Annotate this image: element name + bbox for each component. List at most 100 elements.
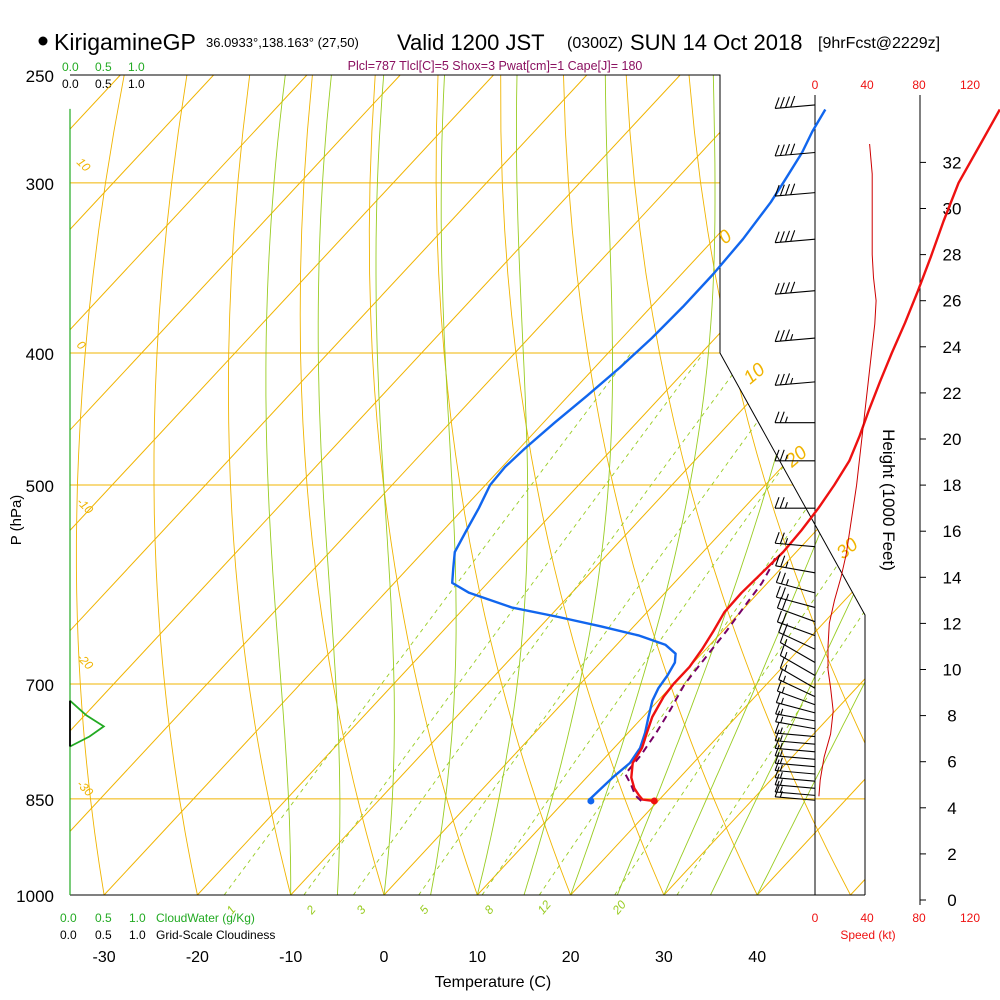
wind-barb-shaft: [777, 607, 816, 623]
wind-barb-flag: [774, 773, 780, 786]
moist-adiabat: [375, 75, 395, 895]
wind-barb-shaft: [775, 732, 816, 738]
wind-barb-flag: [774, 330, 780, 342]
wind-barb-shaft: [775, 762, 816, 768]
wind-barb-flag: [780, 587, 786, 599]
mixing-ratio-line: [418, 352, 808, 895]
speed-top-tick: 0: [812, 78, 819, 92]
mixing-ratio-line: [481, 352, 865, 895]
wind-barb-shaft: [775, 104, 816, 110]
wind-barb-half-flag: [779, 757, 783, 764]
wind-barb-half-flag: [784, 537, 789, 545]
wind-barb-flag: [774, 759, 780, 771]
pressure-tick-label: 250: [26, 67, 54, 86]
wind-barb-flag: [779, 184, 785, 196]
surface-dewpoint-point: [587, 797, 595, 805]
pressure-tick-label: 850: [26, 791, 54, 810]
wind-barb-shaft: [775, 542, 816, 548]
wind-barb-flag: [775, 571, 781, 583]
wind-barb-shaft: [778, 679, 816, 698]
height-tick-label: 2: [947, 845, 956, 864]
wind-barb-half-flag: [784, 664, 788, 672]
isotherm: [383, 75, 865, 895]
pressure-tick-label: 500: [26, 477, 54, 496]
wind-barb-flag: [774, 766, 780, 778]
wind-barb-shaft: [775, 337, 816, 343]
wind-barb-flag: [774, 785, 780, 797]
wind-barb-half-flag: [781, 686, 785, 694]
parcel-path-line: [624, 556, 777, 802]
wind-barb: [775, 571, 816, 594]
wind-barb: [774, 759, 816, 775]
valid-time: Valid 1200 JST: [397, 30, 545, 55]
wind-barb-shaft: [775, 747, 816, 753]
wind-barb: [774, 497, 815, 509]
wind-barb-flag: [774, 449, 780, 462]
wind-barb: [774, 773, 816, 789]
wind-barb-flag: [779, 644, 785, 656]
wind-barb-half-flag: [780, 697, 784, 705]
wind-barb-flag: [774, 282, 780, 295]
isotherm: [70, 75, 401, 895]
dry-adiabat: [563, 75, 758, 895]
wind-barb-flag: [780, 555, 786, 567]
wind-barb-flag: [774, 532, 780, 544]
wind-barb-half-flag: [779, 750, 783, 757]
height-tick-label: 24: [943, 338, 962, 357]
speed-bottom-tick: 80: [912, 911, 926, 925]
height-tick-label: 32: [943, 153, 962, 172]
mixing-ratio-label: 5: [417, 903, 432, 917]
wind-speed-line: [818, 143, 877, 797]
wind-barb-flag: [779, 373, 785, 386]
wind-barb-flag: [790, 183, 796, 195]
wind-barb-shaft: [775, 192, 816, 197]
wind-barb: [774, 729, 816, 745]
height-tick-label: 10: [943, 661, 962, 680]
wind-barb-shaft: [775, 777, 816, 782]
pressure-tick-label: 400: [26, 345, 54, 364]
wind-barb: [774, 744, 816, 760]
wind-barb-flag: [784, 373, 791, 385]
mixing-ratio-label: 3: [354, 903, 369, 917]
wind-barb-flag: [774, 780, 780, 793]
wind-barb-half-flag: [779, 791, 783, 798]
top-cover-tick: 0.5: [95, 77, 112, 91]
wind-barb: [774, 329, 816, 343]
stability-indices: Plcl=787 Tlcl[C]=5 Shox=3 Pwat[cm]=1 Cap…: [348, 59, 643, 73]
isotherm: [70, 75, 774, 895]
wind-barb: [774, 373, 816, 386]
dewpoint-line: [451, 108, 827, 802]
dry-adiabat: [227, 75, 292, 895]
wind-barb-shaft: [775, 796, 816, 801]
mixing-ratio-label: 20: [609, 897, 629, 917]
mixing-ratio-line: [614, 352, 865, 895]
wind-barb-half-flag: [784, 638, 788, 646]
dry-adiabat: [435, 75, 572, 895]
forecast-info: [9hrFcst@2229z]: [818, 35, 940, 52]
wind-barb-shaft: [778, 631, 816, 650]
wind-barb-shaft: [776, 702, 816, 714]
wind-barb-shaft: [780, 642, 816, 663]
surface-temperature-point: [650, 797, 658, 805]
wind-barb: [775, 554, 816, 574]
wind-barb-shaft: [775, 721, 816, 730]
wind-barb: [779, 657, 816, 689]
wind-barb-half-flag: [779, 742, 783, 749]
top-cloud-tick: 0.0: [62, 60, 79, 74]
pressure-tick-label: 1000: [16, 887, 54, 906]
isotherm: [70, 75, 308, 895]
wind-barb: [774, 532, 816, 548]
wind-barb: [775, 710, 816, 730]
dry-adiabat: [625, 75, 851, 895]
top-cover-tick: 1.0: [128, 77, 145, 91]
moist-adiabat: [570, 75, 716, 895]
wind-barb-half-flag: [785, 579, 789, 586]
wind-barb-flag: [784, 230, 791, 242]
wind-barb-shaft: [776, 596, 816, 608]
wind-barb-half-flag: [779, 779, 783, 786]
valid-date: SUN 14 Oct 2018: [630, 30, 802, 55]
grid-cloudiness-label: Grid-Scale Cloudiness: [156, 928, 275, 942]
wind-barb-flag: [774, 744, 780, 757]
temperature-tick-label: -20: [186, 949, 209, 966]
wind-barb-half-flag: [790, 377, 794, 385]
